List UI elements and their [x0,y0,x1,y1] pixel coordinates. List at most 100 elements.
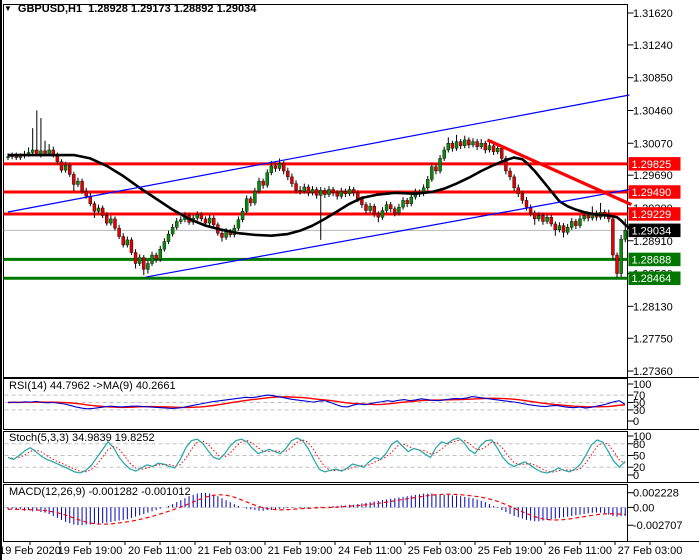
candles-layer [6,110,627,278]
chart-title: ▼ GBPUSD,H1 1.28928 1.29173 1.28892 1.29… [4,2,256,16]
scale-tick-label: -0.002707 [633,520,683,532]
bear-candle [273,165,278,169]
bull-candle [310,189,315,194]
bear-candle [405,200,409,204]
bear-candle [282,163,286,172]
bear-candle [121,236,125,246]
price-tick-label: 1.28910 [633,236,673,248]
bull-candle [623,230,627,240]
symbol-dropdown-icon[interactable]: ▼ [4,4,12,13]
stochastic-signal-line [7,439,626,473]
bull-candle [146,263,150,270]
bear-candle [549,217,553,225]
bull-candle [207,217,212,224]
ascending-trendline [145,188,630,278]
bull-candle [495,148,500,152]
scale-tick-label: 80 [633,439,645,451]
bear-candle [533,212,537,220]
bull-candle [565,227,570,233]
scale-tick-label: 0 [633,470,639,482]
price-tick-label: 1.31240 [633,40,673,52]
ascending-trendline [7,94,630,213]
bull-candle [179,219,183,222]
bear-candle [512,176,516,189]
bull-candle [125,239,130,246]
bear-candle [72,174,76,185]
trendlines[interactable] [7,94,633,278]
bull-candle [76,180,80,185]
bear-candle [561,225,566,233]
bear-candle [504,158,508,172]
scale-tick-label: 50 [633,451,645,463]
price-tick-label: 1.30850 [633,73,673,85]
time-tick-label: 25 Feb 03:00 [408,545,473,557]
bear-candle [43,150,47,154]
bear-candle [335,192,339,197]
price-level-badge-text: 1.29825 [632,159,672,171]
macd-pane: 0.002228 0.00 -0.002707 [4,488,683,532]
bull-candle [158,248,162,260]
scale-tick-label: 20 [633,462,645,474]
bull-candle [162,241,167,250]
scale-tick-label: 30 [633,405,645,417]
bear-candle [331,189,335,194]
bear-candle [294,183,298,191]
bear-candle [314,189,319,196]
bear-candle [541,215,545,222]
bull-candle [319,190,323,196]
moving-average-line[interactable] [8,153,631,238]
pane-borders [3,4,699,542]
bear-candle [142,257,146,270]
price-level-badge-text: 1.28464 [632,273,672,285]
support-resistance-levels[interactable] [3,162,628,280]
price-tick-label: 1.27750 [633,333,673,345]
bear-candle [220,232,224,238]
bull-candle [446,143,451,151]
bear-candle [80,180,84,192]
bull-candle [269,165,274,173]
macd-signal-line [7,493,626,525]
bear-candle [88,196,93,204]
bear-candle [286,170,290,178]
bear-candle [298,190,302,192]
bear-candle [491,145,496,152]
bear-candle [154,254,158,260]
bull-candle [537,215,541,220]
bull-candle [397,206,401,214]
bull-candle [150,254,154,264]
bull-candle [253,190,257,204]
price-level-badge-text: 1.29034 [632,225,672,237]
time-tick-label: 21 Feb 03:00 [198,545,263,557]
bull-candle [96,207,101,212]
scale-tick-label: 0.002228 [633,488,679,500]
bear-candle [306,186,311,194]
price-level-badge [628,252,681,267]
bull-candle [137,257,142,264]
scale-tick-label: 100 [633,431,651,443]
bull-candle [619,238,623,274]
bull-candle [471,141,475,146]
bull-candle [195,214,199,219]
bull-candle [463,139,467,146]
bull-candle [438,158,442,172]
bear-candle [611,218,615,256]
bear-candle [483,143,488,151]
bull-candle [63,164,68,171]
bear-candle [615,254,619,274]
descending-trendline [486,138,633,207]
bull-candle [368,206,372,211]
bull-candle [166,233,171,242]
bull-candle [430,166,434,180]
bear-candle [553,223,557,231]
bear-candle [356,192,360,199]
price-axis[interactable] [628,0,700,543]
price-tick-label: 1.30070 [633,138,673,150]
bear-candle [113,218,117,229]
price-tick-label: 1.29690 [633,170,673,182]
bear-candle [343,190,348,194]
scale-tick-label: 70 [633,390,645,402]
time-axis[interactable] [0,543,700,560]
